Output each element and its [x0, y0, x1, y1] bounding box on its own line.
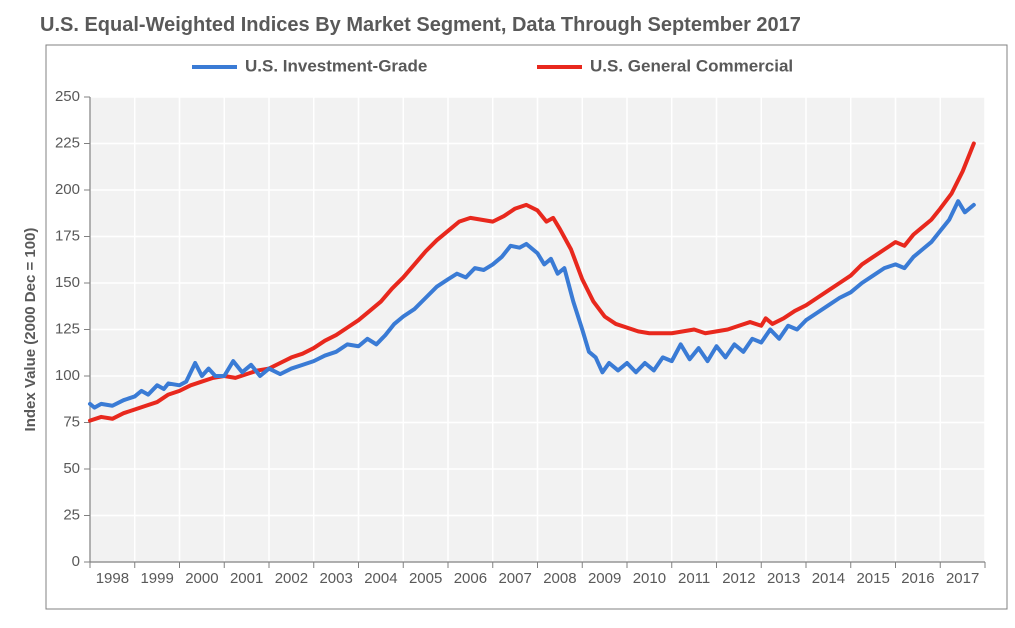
x-tick-label: 2009: [588, 570, 621, 587]
y-tick-label: 25: [63, 506, 80, 523]
x-tick-label: 2007: [498, 570, 531, 587]
x-tick-label: 2008: [543, 570, 576, 587]
x-tick-label: 1999: [140, 570, 173, 587]
y-axis-label: Index Value (2000 Dec = 100): [22, 228, 39, 432]
y-tick-label: 175: [55, 227, 80, 244]
x-tick-label: 2010: [633, 570, 666, 587]
x-tick-label: 2006: [454, 570, 487, 587]
y-tick-label: 125: [55, 320, 80, 337]
chart-title: U.S. Equal-Weighted Indices By Market Se…: [0, 0, 1015, 37]
y-tick-label: 200: [55, 181, 80, 198]
x-tick-label: 2012: [722, 570, 755, 587]
x-tick-label: 2016: [901, 570, 934, 587]
x-tick-label: 2001: [230, 570, 263, 587]
y-tick-label: 225: [55, 134, 80, 151]
x-tick-label: 2002: [275, 570, 308, 587]
x-tick-label: 2017: [946, 570, 979, 587]
x-tick-label: 2015: [856, 570, 889, 587]
x-tick-label: 2011: [678, 570, 710, 587]
y-tick-label: 250: [55, 88, 80, 105]
x-tick-label: 2014: [812, 570, 845, 587]
y-tick-label: 150: [55, 274, 80, 291]
legend-label: U.S. General Commercial: [590, 56, 793, 75]
y-tick-label: 0: [72, 553, 80, 570]
y-axis: 0 25 50 75 100 125 150 175 200 225 250: [55, 88, 90, 570]
x-tick-label: 2013: [767, 570, 800, 587]
x-tick-label: 2005: [409, 570, 442, 587]
legend: U.S. Investment-Grade U.S. General Commer…: [192, 56, 793, 75]
line-chart: 0 25 50 75 100 125 150 175 200 225 250 Index Value …: [0, 37, 1015, 627]
x-tick-label: 2000: [185, 570, 218, 587]
y-tick-label: 50: [63, 460, 80, 477]
y-tick-label: 75: [63, 413, 80, 430]
x-tick-label: 2003: [319, 570, 352, 587]
x-tick-label: 2004: [364, 570, 397, 587]
legend-label: U.S. Investment-Grade: [245, 56, 427, 75]
x-tick-label: 1998: [96, 570, 129, 587]
x-axis: 1998 1999 2000 2001 2002 2003 2004 2005 2006 2007…: [90, 562, 985, 587]
grid: [90, 97, 985, 562]
y-tick-label: 100: [55, 367, 80, 384]
